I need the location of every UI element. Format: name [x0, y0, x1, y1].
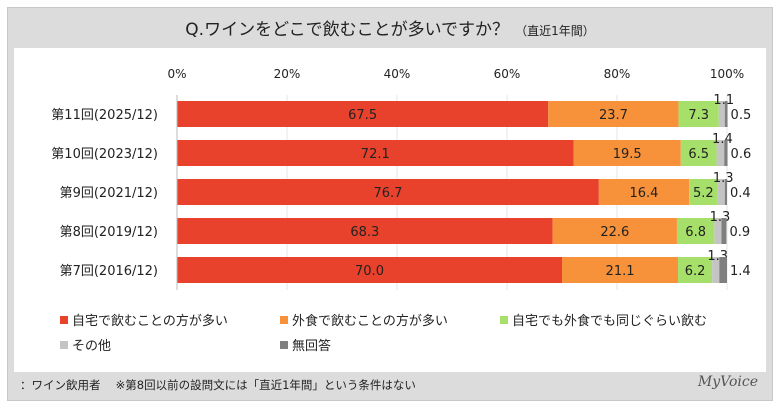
bar-segment [552, 218, 677, 244]
bar-segment [724, 101, 728, 127]
data-label: 1.4 [730, 264, 751, 279]
bar-segment [678, 101, 719, 127]
bar-segment [678, 257, 713, 283]
x-tick-label: 100% [710, 67, 744, 81]
category-label: 第10回(2023/12) [51, 147, 158, 162]
data-label: 0.9 [729, 225, 750, 240]
data-label: 76.7 [373, 186, 402, 201]
bar-segment [177, 218, 553, 244]
data-label: 72.1 [361, 147, 390, 162]
bar-segment [177, 179, 599, 205]
bar-segment [689, 179, 718, 205]
data-label: 23.7 [599, 108, 628, 123]
data-label: 1.3 [713, 171, 734, 186]
chart-title: Q.ワインをどこで飲むことが多いですか？ （直近1年間） [8, 8, 772, 48]
data-label: 68.3 [350, 225, 379, 240]
data-label: 1.1 [713, 93, 734, 108]
bar-segment [716, 140, 725, 166]
legend-label: 自宅でも外食でも同じぐらい飲む [512, 313, 707, 329]
footnote: ：ワイン飲用者 ※第8回以前の設問文には「直近1年間」という条件はない [20, 378, 416, 392]
data-label: 5.2 [693, 186, 714, 201]
data-label: 70.0 [355, 264, 384, 279]
title-subtitle: （直近1年間） [515, 24, 595, 38]
data-label: 21.1 [606, 264, 635, 279]
bar-segment [724, 179, 727, 205]
category-label: 第11回(2025/12) [51, 108, 158, 123]
bar-segment [719, 257, 727, 283]
bar-segment [598, 179, 690, 205]
x-tick-label: 40% [384, 67, 411, 81]
data-label: 6.5 [688, 147, 709, 162]
x-tick-label: 80% [604, 67, 631, 81]
category-label: 第7回(2016/12) [60, 264, 158, 279]
data-label: 6.8 [685, 225, 706, 240]
data-label: 22.6 [600, 225, 629, 240]
category-label: 第9回(2021/12) [60, 186, 158, 201]
bar-segment [718, 101, 725, 127]
data-label: 0.6 [731, 147, 752, 162]
data-label: 6.2 [685, 264, 706, 279]
bar-segment [177, 101, 549, 127]
bar-segment [724, 140, 728, 166]
data-label: 0.4 [730, 186, 751, 201]
data-label: 16.4 [629, 186, 658, 201]
data-label: 0.5 [731, 108, 752, 123]
bar-segment [177, 257, 562, 283]
bar-segment [717, 179, 725, 205]
data-label: 19.5 [613, 147, 642, 162]
bar-segment [680, 140, 717, 166]
legend-swatch [500, 316, 508, 324]
data-label: 1.4 [712, 132, 733, 147]
legend-label: その他 [72, 339, 111, 354]
data-label: 7.3 [688, 108, 709, 123]
x-tick-label: 0% [167, 67, 186, 81]
bar-segment [548, 101, 679, 127]
bar-segment [573, 140, 681, 166]
bar-segment [712, 257, 720, 283]
bar-segment [562, 257, 679, 283]
legend-swatch [280, 316, 288, 324]
legend-label: 自宅で飲むことの方が多い [72, 313, 228, 329]
category-label: 第8回(2019/12) [60, 225, 158, 240]
legend-swatch [60, 341, 68, 349]
myvoice-logo: MyVoice [697, 374, 758, 390]
legend-swatch [280, 341, 288, 349]
legend-label: 無回答 [292, 338, 331, 354]
legend-label: 外食で飲むことの方が多い [292, 313, 448, 329]
data-label: 1.3 [710, 210, 731, 225]
x-tick-label: 20% [274, 67, 301, 81]
data-label: 67.5 [348, 108, 377, 123]
x-tick-label: 60% [494, 67, 521, 81]
title-text: Q.ワインをどこで飲むことが多いですか？ [185, 20, 510, 40]
bar-segment [714, 218, 722, 244]
legend-swatch [60, 316, 68, 324]
bar-segment [177, 140, 574, 166]
bar-segment [721, 218, 727, 244]
bar-segment [676, 218, 715, 244]
